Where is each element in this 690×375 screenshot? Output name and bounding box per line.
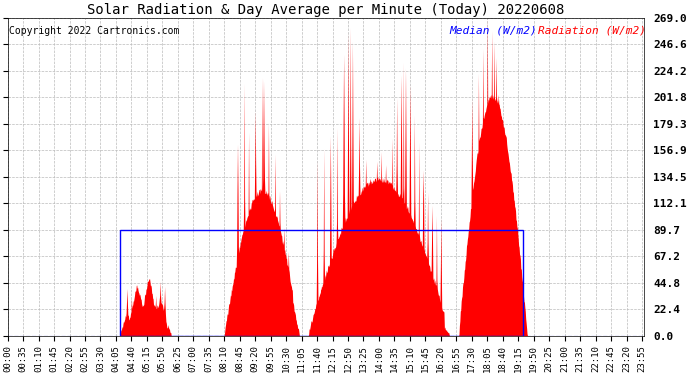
Text: Copyright 2022 Cartronics.com: Copyright 2022 Cartronics.com — [9, 26, 179, 36]
Text: Median (W/m2): Median (W/m2) — [450, 26, 538, 36]
Text: Radiation (W/m2): Radiation (W/m2) — [538, 26, 646, 36]
Title: Solar Radiation & Day Average per Minute (Today) 20220608: Solar Radiation & Day Average per Minute… — [87, 3, 564, 17]
Bar — [120, 230, 522, 336]
